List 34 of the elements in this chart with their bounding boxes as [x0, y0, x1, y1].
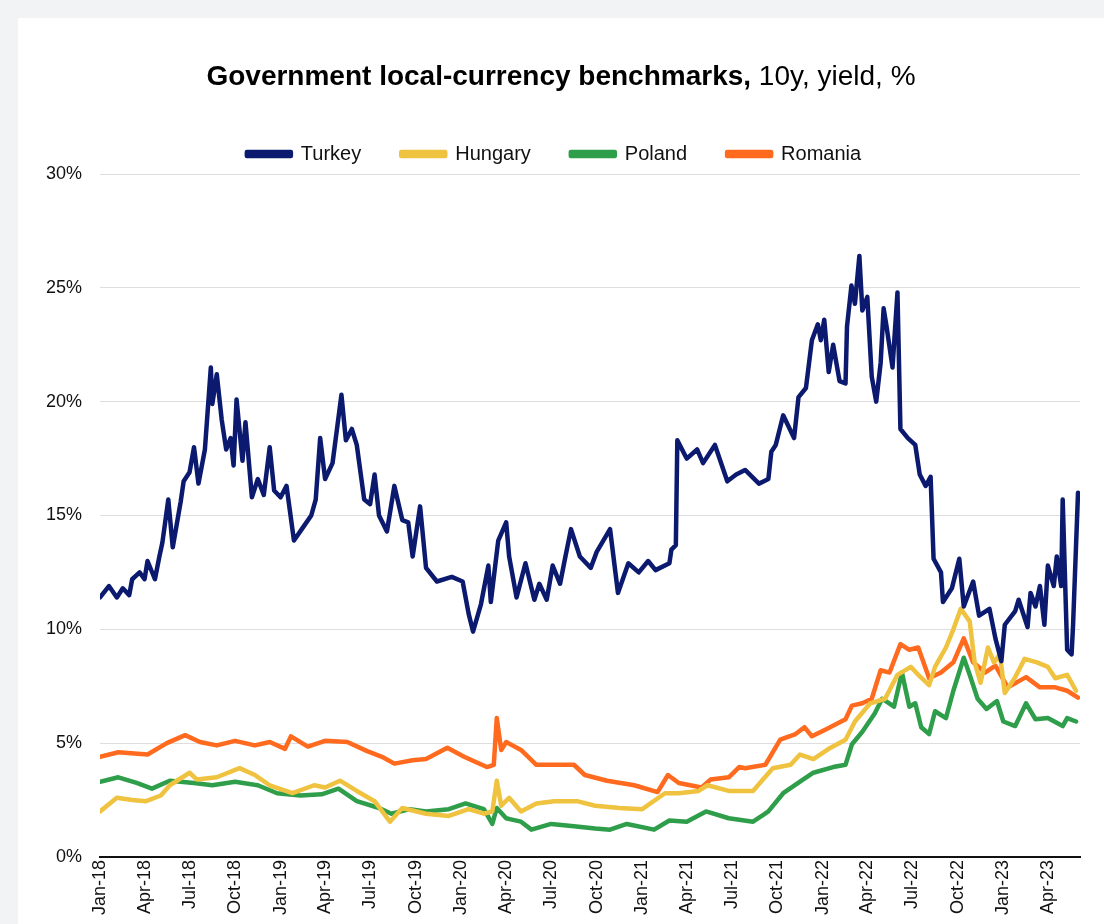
- x-tick-label: Jan-19: [269, 859, 290, 916]
- legend-label: Turkey: [300, 141, 362, 164]
- y-tick-label: 0%: [56, 845, 83, 866]
- x-tick-label: Oct-21: [766, 859, 787, 914]
- x-tick-label: Apr-20: [495, 859, 516, 914]
- x-tick-label: Jan-20: [450, 859, 471, 916]
- x-tick-label: Jul-18: [178, 859, 199, 909]
- y-tick-label: 5%: [56, 732, 83, 753]
- x-tick-label: Jul-20: [540, 859, 561, 909]
- x-tick-label: Apr-18: [133, 859, 154, 914]
- y-tick-label: 25%: [46, 276, 83, 297]
- x-tick-label: Oct-18: [224, 859, 245, 914]
- x-tick-label: Jan-21: [631, 859, 652, 916]
- y-tick-label: 15%: [46, 504, 83, 525]
- x-tick-label: Oct-20: [585, 859, 606, 914]
- x-tick-label: Jul-21: [720, 859, 741, 909]
- y-tick-label: 20%: [46, 390, 83, 411]
- x-tick-label: Oct-19: [404, 859, 425, 914]
- y-tick-label: 30%: [46, 162, 83, 183]
- x-tick-label: Jul-22: [901, 859, 922, 909]
- x-tick-label: Jul-19: [359, 859, 380, 909]
- y-tick-label: 10%: [46, 618, 83, 639]
- x-tick-label: Apr-22: [856, 859, 877, 914]
- x-tick-label: Oct-22: [946, 859, 967, 914]
- legend-label: Hungary: [455, 141, 531, 164]
- x-tick-label: Jan-22: [811, 859, 832, 916]
- chart-title: Government local-currency benchmarks, 10y, yield, %: [206, 60, 916, 91]
- x-tick-label: Jan-23: [992, 859, 1013, 916]
- legend-label: Poland: [624, 141, 688, 164]
- x-tick-label: Apr-21: [675, 859, 696, 914]
- legend-label: Romania: [781, 141, 863, 164]
- x-tick-label: Jan-18: [89, 859, 109, 916]
- x-tick-label: Apr-19: [314, 859, 335, 914]
- x-tick-label: Apr-23: [1036, 859, 1057, 914]
